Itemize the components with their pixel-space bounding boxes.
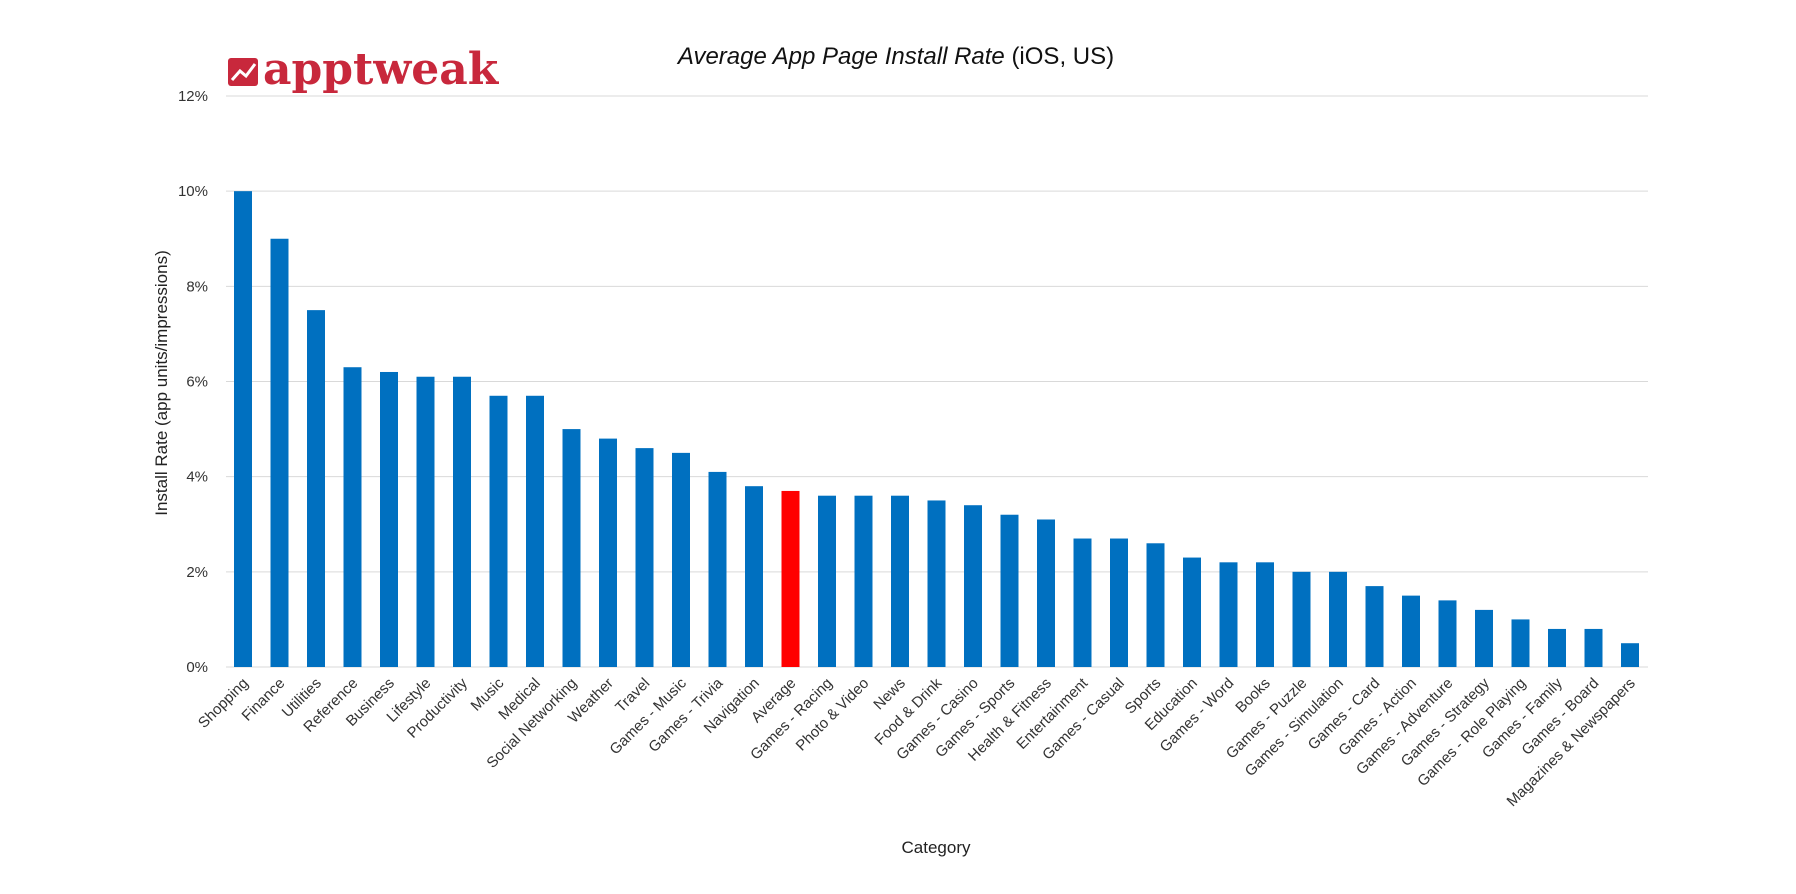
chart-title: Average App Page Install Rate (iOS, US)	[676, 43, 1114, 70]
y-tick-label: 10%	[178, 183, 208, 200]
brand-name: apptweak	[263, 44, 500, 95]
bar	[1511, 619, 1530, 667]
bar	[891, 495, 909, 667]
bar	[1438, 600, 1457, 667]
bar	[526, 395, 544, 667]
y-tick-label: 12%	[178, 88, 208, 105]
bar	[1402, 595, 1420, 667]
bar	[1475, 609, 1493, 667]
bar	[380, 371, 398, 667]
bar	[234, 191, 252, 667]
bar	[307, 310, 325, 667]
bar	[453, 376, 471, 667]
bar	[672, 452, 690, 667]
x-axis-title: Category	[902, 838, 971, 857]
bar	[635, 448, 654, 667]
trend-chart-icon	[228, 58, 258, 86]
bar	[745, 486, 763, 667]
bar	[927, 500, 946, 667]
bar	[818, 495, 836, 667]
y-axis-ticks: 0% 2% 4% 6% 8% 10% 12%	[178, 88, 208, 676]
bar	[1256, 562, 1274, 667]
bar	[1073, 538, 1092, 667]
bar	[343, 367, 362, 667]
chart-title-main: Average App Page Install Rate	[676, 43, 1005, 70]
bar	[1183, 557, 1201, 667]
bar	[1621, 643, 1639, 667]
y-axis-title: Install Rate (app units/impressions)	[152, 250, 171, 516]
y-tick-label: 8%	[186, 278, 208, 295]
bar	[964, 505, 982, 667]
y-tick-label: 4%	[186, 469, 208, 486]
bar	[1584, 628, 1603, 667]
bar	[1000, 514, 1019, 667]
bar	[270, 238, 289, 667]
bar	[562, 429, 581, 667]
bar	[1146, 543, 1165, 667]
bar	[599, 438, 617, 667]
y-tick-label: 6%	[186, 374, 208, 391]
bar	[1219, 562, 1238, 667]
bar	[1292, 571, 1311, 667]
chart-title-suffix: (iOS, US)	[1011, 43, 1114, 70]
bar	[854, 495, 873, 667]
bar	[1037, 519, 1055, 667]
apptweak-logo: apptweak	[228, 44, 500, 95]
bar	[489, 395, 508, 667]
bar	[1110, 538, 1128, 667]
bar	[708, 471, 727, 667]
bar	[1329, 571, 1347, 667]
x-axis-ticks: ShoppingFinanceUtilitiesReferenceBusines…	[195, 674, 1639, 810]
bars	[234, 191, 1639, 667]
bar	[416, 376, 435, 667]
bar-average	[781, 490, 800, 667]
bar	[1365, 586, 1384, 667]
y-tick-label: 0%	[186, 659, 208, 676]
y-tick-label: 2%	[186, 564, 208, 581]
bar	[1548, 628, 1566, 667]
x-tick-label: Shopping	[195, 675, 252, 732]
